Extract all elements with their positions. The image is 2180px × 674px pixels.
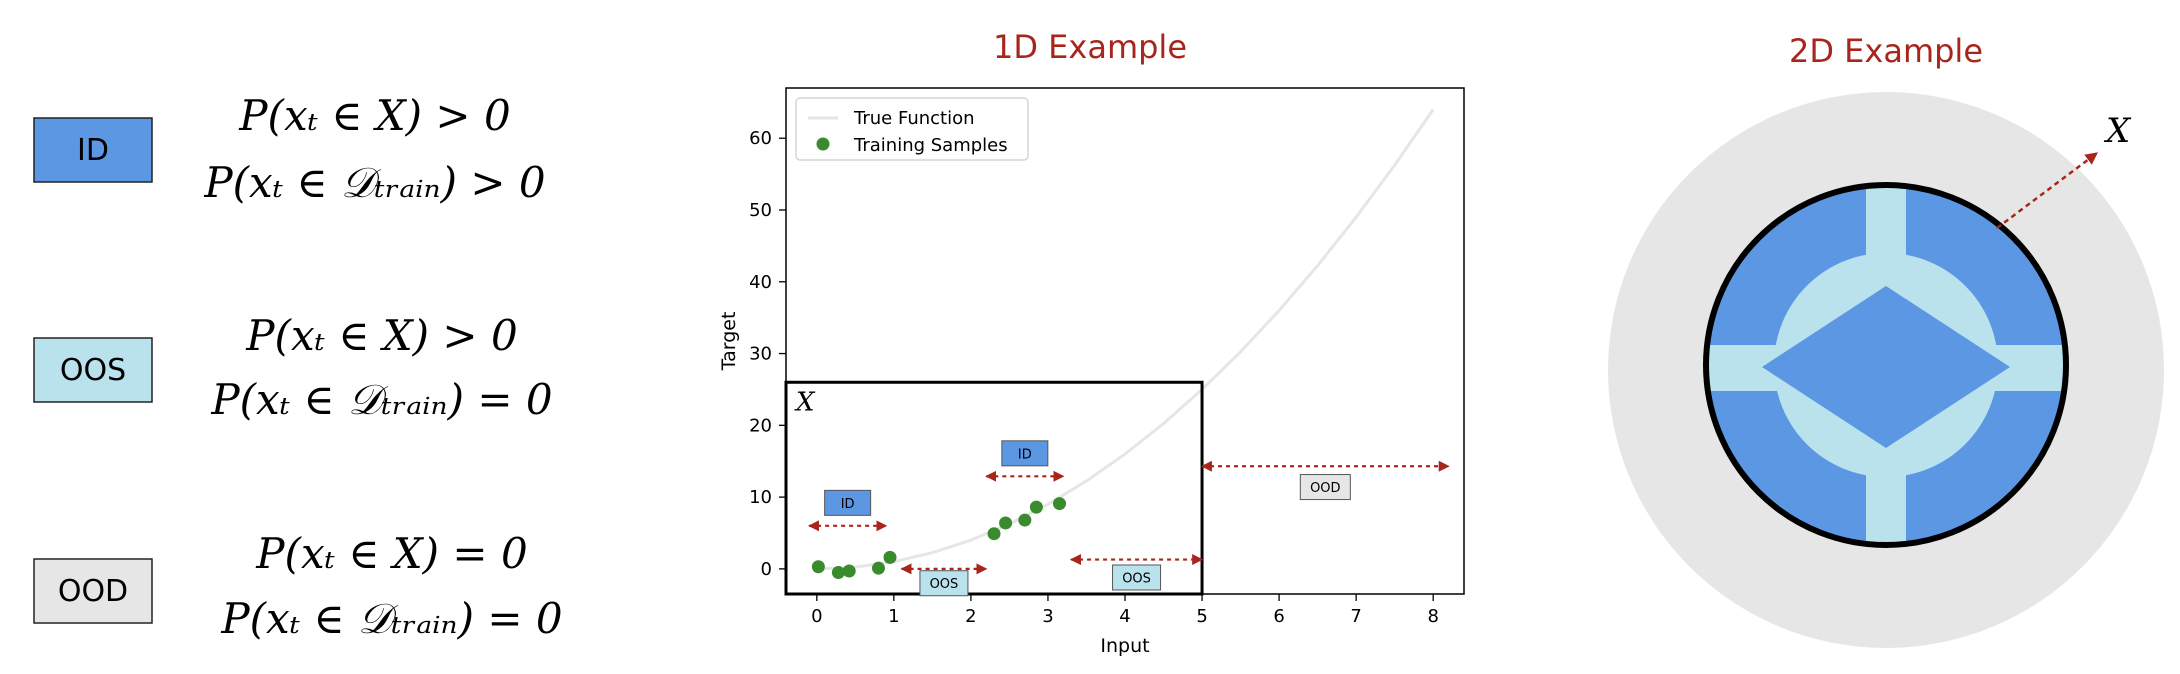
id-formula-line1: P(xₜ ∈ X) > 0 bbox=[238, 91, 510, 140]
example-1d-title: 1D Example bbox=[993, 28, 1187, 66]
definition-row-id: ID P(xₜ ∈ X) > 0 P(xₜ ∈ 𝒟ₜᵣₐᵢₙ) > 0 bbox=[33, 91, 546, 207]
training-region-outline bbox=[1703, 182, 2069, 548]
legend-label-training-samples: Training Samples bbox=[853, 135, 1008, 156]
y-tick-label: 20 bbox=[749, 415, 772, 436]
y-axis-label: Target bbox=[718, 312, 740, 372]
x-tick-label: 6 bbox=[1273, 606, 1284, 627]
input-space-region-label: X bbox=[794, 387, 816, 417]
y-tick-label: 10 bbox=[749, 487, 772, 508]
range-badge-label: OOD bbox=[1310, 481, 1340, 496]
example-2d-title: 2D Example bbox=[1789, 32, 1983, 70]
y-tick-label: 50 bbox=[749, 200, 772, 221]
x-tick-label: 5 bbox=[1196, 606, 1207, 627]
x-tick-label: 7 bbox=[1350, 606, 1361, 627]
example-1d: 1D Example 0 1 2 3 4 5 6 7 8 0 10 20 30 40 50 60 Input Ta… bbox=[718, 28, 1465, 657]
ood-formula-line2: P(xₜ ∈ 𝒟ₜᵣₐᵢₙ) = 0 bbox=[220, 594, 562, 643]
id-diamond bbox=[1762, 286, 2010, 448]
oos-badge bbox=[33, 337, 153, 403]
plot-frame bbox=[785, 87, 1465, 595]
chart-1d-plot: 0 1 2 3 4 5 6 7 8 0 10 20 30 40 50 60 Input Target X ID OOS I… bbox=[718, 87, 1465, 657]
x-tick-label: 3 bbox=[1042, 606, 1053, 627]
definition-row-ood: OOD P(xₜ ∈ X) = 0 P(xₜ ∈ 𝒟ₜᵣₐᵢₙ) = 0 bbox=[33, 529, 563, 643]
training-sample-point bbox=[883, 550, 897, 564]
range-badge-label: OOS bbox=[930, 577, 959, 592]
training-sample-point bbox=[842, 564, 856, 578]
training-sample-point bbox=[1053, 497, 1067, 511]
x-tick-label: 4 bbox=[1119, 606, 1130, 627]
ood-badge-label: OOD bbox=[58, 574, 128, 609]
x-tick-label: 8 bbox=[1427, 606, 1438, 627]
oos-badge-label: OOS bbox=[60, 353, 126, 388]
x-tick-label: 1 bbox=[888, 606, 899, 627]
space-label-x: X bbox=[2103, 111, 2132, 151]
y-tick-label: 30 bbox=[749, 344, 772, 365]
legend-point-swatch bbox=[816, 137, 830, 151]
range-badge-label: OOS bbox=[1122, 571, 1151, 586]
range-badge-ood bbox=[1299, 474, 1351, 501]
training-sample-point bbox=[831, 565, 845, 579]
example-2d: 2D Example X bbox=[1608, 32, 2164, 648]
x-axis-label: Input bbox=[1100, 635, 1149, 657]
space-pointer-arrow bbox=[1996, 152, 2098, 229]
training-sample-point bbox=[987, 527, 1001, 541]
x-tick-label: 2 bbox=[965, 606, 976, 627]
oos-formula-line2: P(xₜ ∈ 𝒟ₜᵣₐᵢₙ) = 0 bbox=[210, 375, 552, 424]
id-badge-label: ID bbox=[77, 133, 109, 168]
definitions-panel: ID P(xₜ ∈ X) > 0 P(xₜ ∈ 𝒟ₜᵣₐᵢₙ) > 0 OOS … bbox=[33, 91, 563, 643]
ood-formula-line1: P(xₜ ∈ X) = 0 bbox=[255, 529, 527, 578]
oos-formula-line1: P(xₜ ∈ X) > 0 bbox=[245, 311, 517, 360]
range-badge-id bbox=[1001, 440, 1049, 467]
training-sample-point bbox=[999, 516, 1013, 530]
definition-row-oos: OOS P(xₜ ∈ X) > 0 P(xₜ ∈ 𝒟ₜᵣₐᵢₙ) = 0 bbox=[33, 311, 553, 424]
training-sample-point bbox=[871, 561, 885, 575]
input-space-region-box bbox=[784, 380, 1204, 596]
true-function-line bbox=[816, 108, 1435, 571]
y-tick-label: 40 bbox=[749, 272, 772, 293]
range-badge-oos bbox=[1112, 564, 1162, 591]
training-sample-point bbox=[811, 560, 825, 574]
ood-badge bbox=[33, 558, 153, 624]
range-badge-id bbox=[824, 489, 872, 516]
y-tick-label: 60 bbox=[749, 128, 772, 149]
x-tick-label: 0 bbox=[811, 606, 822, 627]
y-tick-label: 0 bbox=[761, 559, 772, 580]
legend-box bbox=[795, 97, 1029, 161]
range-badge-label: ID bbox=[1018, 447, 1032, 462]
range-badge-oos bbox=[919, 570, 969, 597]
id-badge bbox=[33, 117, 153, 183]
id-formula-line2: P(xₜ ∈ 𝒟ₜᵣₐᵢₙ) > 0 bbox=[203, 158, 545, 207]
oos-cross-pattern bbox=[1706, 185, 2066, 545]
legend-label-true-function: True Function bbox=[853, 108, 975, 129]
range-badge-label: ID bbox=[841, 497, 855, 512]
training-sample-point bbox=[1018, 513, 1032, 527]
training-sample-point bbox=[1029, 500, 1043, 514]
